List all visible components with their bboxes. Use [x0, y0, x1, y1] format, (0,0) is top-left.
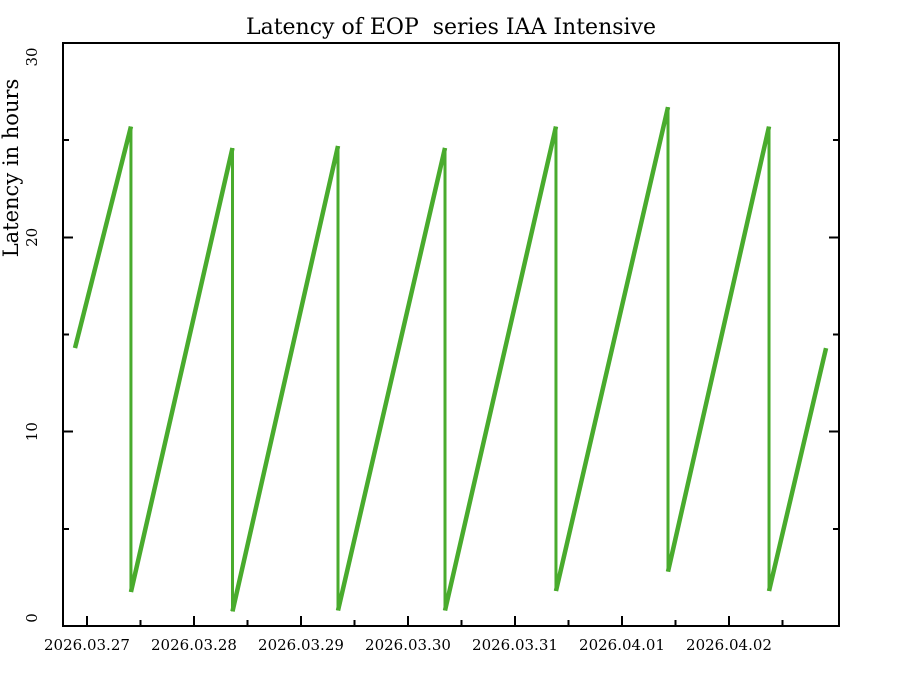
latency-ramp-segment — [128, 147, 235, 593]
latency-ramp-segment — [230, 145, 341, 612]
x-tick-label: 2026.03.29 — [258, 636, 344, 654]
y-tick-label: 10 — [23, 422, 41, 441]
x-tick-label: 2026.03.28 — [151, 636, 237, 654]
x-tick-label: 2026.04.01 — [579, 636, 665, 654]
latency-ramp-segment — [766, 347, 829, 592]
x-tick-label: 2026.03.31 — [472, 636, 558, 654]
latency-ramp-segment — [553, 106, 671, 592]
x-tick-label: 2026.03.30 — [365, 636, 451, 654]
y-tick-label: 0 — [23, 613, 41, 623]
chart-title: Latency of EOP series IAA Intensive — [246, 15, 656, 40]
y-tick-label: 30 — [23, 47, 41, 66]
plot-area: 0 10 20 30 2026.03.27 2026.03.28 2026.03.29 202… — [23, 42, 840, 654]
latency-ramp-segment — [72, 126, 134, 349]
latency-ramp-segment — [335, 147, 448, 611]
y-axis-label: Latency in hours — [0, 79, 23, 258]
latency-ramp-segment — [442, 126, 559, 611]
x-tick-label: 2026.04.02 — [686, 636, 772, 654]
latency-ramp-segment — [665, 126, 772, 573]
x-tick-label: 2026.03.27 — [44, 636, 130, 654]
y-tick-label: 20 — [23, 228, 41, 247]
